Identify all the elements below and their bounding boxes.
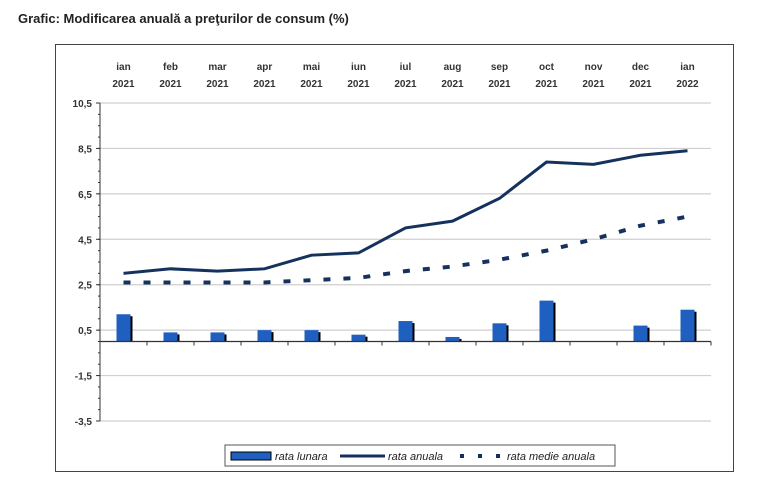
x-tick-label-month: aug <box>444 62 462 73</box>
x-tick-label-year: 2021 <box>535 79 558 90</box>
x-tick-label-year: 2021 <box>300 79 323 90</box>
y-tick-label: 8,5 <box>78 144 92 155</box>
x-tick-label-year: 2021 <box>253 79 276 90</box>
x-tick-label-month: mai <box>303 62 320 73</box>
bar-feb-2021 <box>163 332 178 342</box>
y-tick-label: 0,5 <box>78 326 92 337</box>
y-tick-label: 6,5 <box>78 190 92 201</box>
x-tick-label-month: ian <box>680 62 694 73</box>
chart-frame <box>55 44 734 472</box>
legend-label: rata anuala <box>388 451 443 463</box>
legend-label: rata medie anuala <box>507 451 595 463</box>
x-tick-label-year: 2022 <box>676 79 699 90</box>
x-tick-label-year: 2021 <box>394 79 417 90</box>
y-tick-label: -1,5 <box>75 372 93 383</box>
bar-dec-2021 <box>633 325 648 342</box>
y-tick-label: 4,5 <box>78 235 92 246</box>
x-tick-label-month: sep <box>491 62 508 73</box>
x-tick-label-month: nov <box>585 62 603 73</box>
bar-mai-2021 <box>304 330 319 342</box>
legend-label: rata lunara <box>275 451 328 463</box>
x-tick-label-year: 2021 <box>159 79 182 90</box>
x-tick-label-year: 2021 <box>206 79 229 90</box>
x-tick-label-year: 2021 <box>112 79 135 90</box>
y-tick-label: 2,5 <box>78 281 92 292</box>
x-tick-label-year: 2021 <box>629 79 652 90</box>
x-tick-label-month: dec <box>632 62 650 73</box>
x-tick-label-month: apr <box>257 62 273 73</box>
bar-apr-2021 <box>257 330 272 342</box>
legend <box>224 444 616 467</box>
x-tick-label-year: 2021 <box>488 79 511 90</box>
x-tick-label-year: 2021 <box>582 79 605 90</box>
y-tick-label: -3,5 <box>75 417 93 428</box>
x-tick-label-month: iul <box>400 62 412 73</box>
x-tick-label-month: ian <box>116 62 130 73</box>
y-tick-label: 10,5 <box>73 99 93 110</box>
series-line-rata-medie-anuala <box>123 214 688 285</box>
bar-iun-2021 <box>351 334 366 342</box>
x-tick-label-month: iun <box>351 62 366 73</box>
series-line-rata-anuala <box>123 149 688 275</box>
legend-swatch-bar <box>230 451 272 461</box>
bar-ian-2021 <box>116 314 131 342</box>
bar-mar-2021 <box>210 332 225 342</box>
bar-iul-2021 <box>398 321 413 342</box>
x-tick-label-year: 2021 <box>347 79 370 90</box>
x-tick-label-month: oct <box>539 62 555 73</box>
bar-sep-2021 <box>492 323 507 342</box>
chart-title: Grafic: Modificarea anuală a preţurilor … <box>18 11 349 26</box>
bar-aug-2021 <box>445 336 460 342</box>
x-tick-label-month: feb <box>163 62 178 73</box>
bar-ian-2022 <box>680 309 695 342</box>
x-tick-label-month: mar <box>208 62 226 73</box>
bar-oct-2021 <box>539 300 554 342</box>
x-tick-label-year: 2021 <box>441 79 464 90</box>
